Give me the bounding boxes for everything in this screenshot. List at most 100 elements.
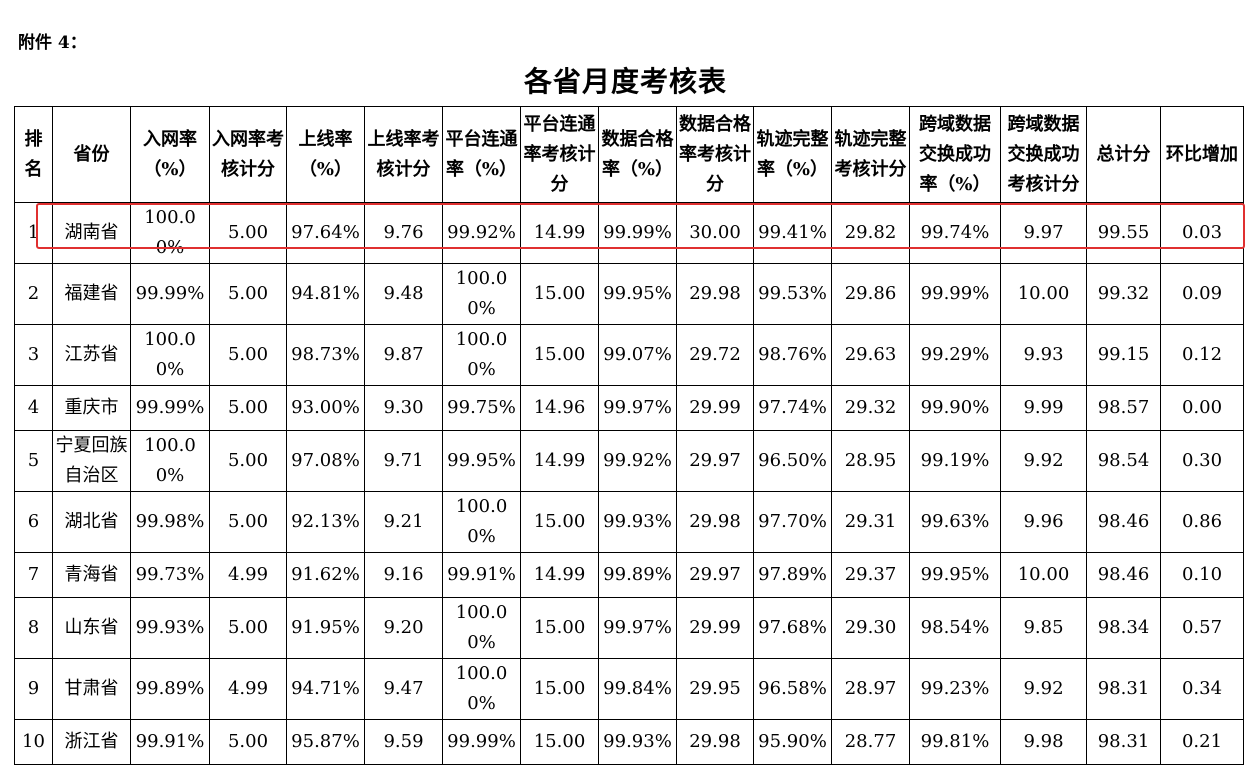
table-cell: 5.00 [209, 263, 287, 325]
table-cell: 15.00 [520, 491, 599, 553]
table-cell: 30.00 [676, 202, 754, 264]
table-cell: 100.00% [442, 263, 521, 325]
table-cell: 甘肃省 [52, 658, 131, 720]
table-cell: 湖南省 [52, 202, 131, 264]
table-cell: 99.91% [130, 719, 210, 765]
table-cell: 0.30 [1160, 430, 1244, 492]
table-cell: 97.64% [286, 202, 365, 264]
table-row: 5 宁夏回族自治区 100.00% 5.00 97.08% 9.71 99.95% 14.99… [14, 430, 1244, 492]
table-cell: 29.32 [831, 385, 910, 431]
table-cell: 99.15 [1086, 324, 1161, 386]
table-cell: 3 [14, 324, 53, 386]
table-title: 各省月度考核表 [523, 65, 727, 98]
table-cell: 99.55 [1086, 202, 1161, 264]
column-header: 排名 [14, 106, 53, 203]
table-cell: 4.99 [209, 552, 287, 598]
table-cell: 99.93% [130, 597, 210, 659]
column-header: 数据合格率考核计分 [676, 106, 754, 203]
table-cell: 99.90% [909, 385, 1001, 431]
table-cell: 99.99% [130, 263, 210, 325]
table-row: 4 重庆市 99.99% 5.00 93.00% 9.30 99.75% 14.96 99.97… [14, 385, 1244, 431]
table-cell: 5.00 [209, 324, 287, 386]
table-cell: 100.00% [442, 324, 521, 386]
table-cell: 98.76% [753, 324, 832, 386]
table-cell: 6 [14, 491, 53, 553]
table-cell: 95.90% [753, 719, 832, 765]
table-cell: 4 [14, 385, 53, 431]
table-cell: 92.13% [286, 491, 365, 553]
table-cell: 28.97 [831, 658, 910, 720]
table-cell: 99.99% [442, 719, 521, 765]
table-cell: 15.00 [520, 324, 599, 386]
table-row: 10 浙江省 99.91% 5.00 95.87% 9.59 99.99% 15.00 99.9… [14, 719, 1244, 765]
table-cell: 99.89% [130, 658, 210, 720]
column-header: 上线率（%） [286, 106, 365, 203]
table-cell: 99.97% [598, 597, 677, 659]
table-cell: 98.57 [1086, 385, 1161, 431]
table-cell: 9.20 [364, 597, 443, 659]
table-cell: 99.75% [442, 385, 521, 431]
column-header: 平台连通率考核计分 [520, 106, 599, 203]
table-cell: 29.98 [676, 263, 754, 325]
table-cell: 5.00 [209, 597, 287, 659]
table-cell: 14.99 [520, 430, 599, 492]
table-cell: 99.99% [598, 202, 677, 264]
table-cell: 99.98% [130, 491, 210, 553]
table-cell: 93.00% [286, 385, 365, 431]
table-cell: 5.00 [209, 385, 287, 431]
table-cell: 重庆市 [52, 385, 131, 431]
column-header: 平台连通率（%） [442, 106, 521, 203]
table-cell: 5.00 [209, 430, 287, 492]
table-cell: 99.99% [130, 385, 210, 431]
table-cell: 福建省 [52, 263, 131, 325]
column-header: 轨迹完整率（%） [753, 106, 832, 203]
table-cell: 99.63% [909, 491, 1001, 553]
table-cell: 29.98 [676, 719, 754, 765]
table-row: 7 青海省 99.73% 4.99 91.62% 9.16 99.91% 14.99 99.89… [14, 552, 1244, 598]
table-cell: 10 [14, 719, 53, 765]
table-cell: 95.87% [286, 719, 365, 765]
table-cell: 97.89% [753, 552, 832, 598]
table-cell: 28.95 [831, 430, 910, 492]
column-header: 上线率考核计分 [364, 106, 443, 203]
table-cell: 94.81% [286, 263, 365, 325]
table-cell: 0.09 [1160, 263, 1244, 325]
table-cell: 0.03 [1160, 202, 1244, 264]
table-cell: 7 [14, 552, 53, 598]
table-cell: 9.99 [1000, 385, 1087, 431]
table-cell: 94.71% [286, 658, 365, 720]
table-cell: 9.47 [364, 658, 443, 720]
table-cell: 5.00 [209, 202, 287, 264]
table-cell: 9.92 [1000, 430, 1087, 492]
column-header: 入网率考核计分 [209, 106, 287, 203]
table-cell: 0.21 [1160, 719, 1244, 765]
table-cell: 98.31 [1086, 658, 1161, 720]
table-cell: 98.73% [286, 324, 365, 386]
table-cell: 9.96 [1000, 491, 1087, 553]
table-cell: 97.68% [753, 597, 832, 659]
table-cell: 99.91% [442, 552, 521, 598]
table-cell: 99.73% [130, 552, 210, 598]
table-row: 2 福建省 99.99% 5.00 94.81% 9.48 100.00% 15.00 99.9… [14, 263, 1244, 325]
table-cell: 9.48 [364, 263, 443, 325]
table-row: 9 甘肃省 99.89% 4.99 94.71% 9.47 100.00% 15.00 99.8… [14, 658, 1244, 720]
table-cell: 0.10 [1160, 552, 1244, 598]
table-cell: 29.82 [831, 202, 910, 264]
table-row: 6 湖北省 99.98% 5.00 92.13% 9.21 100.00% 15.00 99.9… [14, 491, 1244, 553]
table-cell: 江苏省 [52, 324, 131, 386]
table-cell: 97.74% [753, 385, 832, 431]
table-cell: 9.21 [364, 491, 443, 553]
table-cell: 96.58% [753, 658, 832, 720]
table-cell: 100.00% [130, 430, 210, 492]
table-cell: 99.89% [598, 552, 677, 598]
table-cell: 99.92% [598, 430, 677, 492]
table-cell: 98.54% [909, 597, 1001, 659]
table-cell: 14.96 [520, 385, 599, 431]
table-cell: 98.34 [1086, 597, 1161, 659]
table-cell: 湖北省 [52, 491, 131, 553]
table-cell: 29.37 [831, 552, 910, 598]
column-header: 环比增加 [1160, 106, 1244, 203]
table-cell: 8 [14, 597, 53, 659]
table-row: 1 湖南省 100.00% 5.00 97.64% 9.76 99.92% 14.99 99.9… [14, 202, 1244, 264]
table-cell: 9.59 [364, 719, 443, 765]
